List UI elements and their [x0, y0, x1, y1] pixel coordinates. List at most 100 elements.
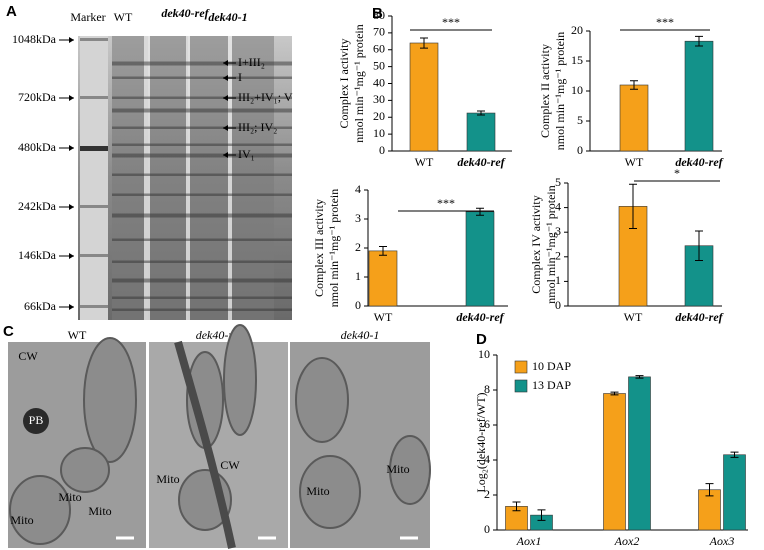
significance: *** [442, 15, 460, 29]
arrow-head [69, 145, 74, 151]
y-axis-label: Log₂(dek40-ref/WT) [474, 392, 488, 492]
x-tick-label: dek40-ref [456, 310, 504, 324]
gel-band [112, 193, 292, 196]
y-tick-label: 2 [484, 487, 490, 501]
micro-label: Mito [10, 513, 33, 527]
y-axis-label: nmol min⁻¹mg⁻¹ protein [327, 189, 341, 308]
y-tick-label: 1 [555, 273, 561, 287]
arrow-head [223, 60, 228, 66]
error-bar [610, 391, 619, 396]
micro-label: Mito [386, 462, 409, 476]
micrograph-title: WT [68, 328, 87, 342]
gel-band [112, 308, 292, 311]
panel-label: B [372, 5, 383, 22]
size-marker-label: 242kDa [18, 199, 57, 213]
complex-label: III₂; IV₂ [238, 120, 277, 134]
y-tick-label: 0 [484, 522, 490, 536]
gel-band [112, 213, 292, 218]
marker-band [80, 38, 108, 41]
mitochondrion [83, 337, 137, 463]
y-tick-label: 1 [355, 269, 361, 283]
panel-label: C [3, 323, 14, 340]
y-axis-label: nmol min⁻¹mg⁻¹ protein [553, 32, 567, 151]
gel-lane [80, 36, 108, 320]
mitochondrion [295, 357, 349, 443]
arrow-head [223, 125, 228, 131]
y-tick-label: 0 [355, 298, 361, 312]
bar [409, 42, 439, 152]
gel-lane-gap [186, 36, 190, 320]
error-bar [695, 35, 703, 47]
y-tick-label: 60 [373, 42, 385, 56]
arrow-head [69, 95, 74, 101]
y-tick-label: 10 [478, 347, 490, 361]
lane-label: Marker [70, 10, 105, 24]
error-bar [512, 501, 521, 512]
y-tick-label: 0 [577, 143, 583, 157]
panel-label: D [476, 331, 487, 348]
y-tick-label: 4 [484, 452, 490, 466]
y-tick-label: 4 [355, 182, 361, 196]
lane-label: WT [114, 10, 133, 24]
marker-band [80, 254, 108, 257]
x-tick-label: WT [625, 155, 644, 169]
gel-lane [150, 36, 188, 320]
marker-band [80, 305, 108, 308]
micro-label: Mito [156, 472, 179, 486]
gel-lane [190, 36, 228, 320]
y-tick-label: 2 [355, 240, 361, 254]
bar [628, 376, 651, 531]
micrograph-panel: WT dek40-ref dek40-1CWPBMitoMitoMitoCWMito… [8, 324, 431, 549]
y-tick-label: 20 [373, 109, 385, 123]
legend-label: 13 DAP [532, 378, 571, 392]
arrow-head [69, 304, 74, 310]
bar [368, 250, 398, 307]
mitochondrion [389, 435, 431, 505]
bar [466, 112, 496, 152]
complex-label: III₂+IV₁; V [238, 90, 293, 104]
y-axis-label: nmol min⁻¹mg⁻¹ protein [544, 185, 558, 304]
gel-band [112, 126, 292, 129]
x-tick-label: dek40-ref [675, 310, 723, 324]
gel-lane-gap [228, 36, 232, 320]
gel-lane-gap [144, 36, 150, 320]
micro-label: Mito [58, 490, 81, 504]
bar [684, 40, 714, 152]
arrow-head [223, 152, 228, 158]
significance: * [674, 166, 680, 180]
marker-band [80, 96, 108, 99]
x-tick-label: dek40-ref [675, 155, 723, 169]
y-tick-label: 4 [555, 199, 561, 213]
y-tick-label: 3 [555, 224, 561, 238]
bar [723, 454, 746, 531]
legend-label: 10 DAP [532, 359, 571, 373]
error-bar [695, 230, 703, 261]
y-tick-label: 10 [571, 83, 583, 97]
arrow-head [223, 95, 228, 101]
y-tick-label: 80 [373, 8, 385, 22]
size-marker-label: 1048kDa [12, 32, 57, 46]
mitochondrion [223, 324, 257, 436]
micro-label: Mito [88, 504, 111, 518]
x-tick-label: dek40-ref [457, 155, 505, 169]
complex-label: I [238, 70, 242, 84]
gel-band [112, 278, 292, 283]
error-bar [420, 37, 428, 49]
micro-label: PB [29, 413, 44, 427]
complex-label: IV₁ [238, 147, 255, 161]
x-tick-label: Aox3 [709, 534, 735, 548]
marker-band [80, 146, 108, 151]
gel-band [112, 96, 292, 99]
bar [603, 393, 626, 531]
gel-band [112, 260, 292, 263]
error-bar [630, 80, 638, 90]
arrow-head [69, 253, 74, 259]
x-tick-label: WT [624, 310, 643, 324]
y-tick-label: 20 [571, 23, 583, 37]
gel-band [112, 143, 292, 146]
y-axis-label: nmol min⁻¹mg⁻¹ protein [352, 24, 366, 143]
y-tick-label: 3 [355, 211, 361, 225]
micro-label: CW [18, 349, 38, 363]
protein-body [23, 408, 49, 434]
